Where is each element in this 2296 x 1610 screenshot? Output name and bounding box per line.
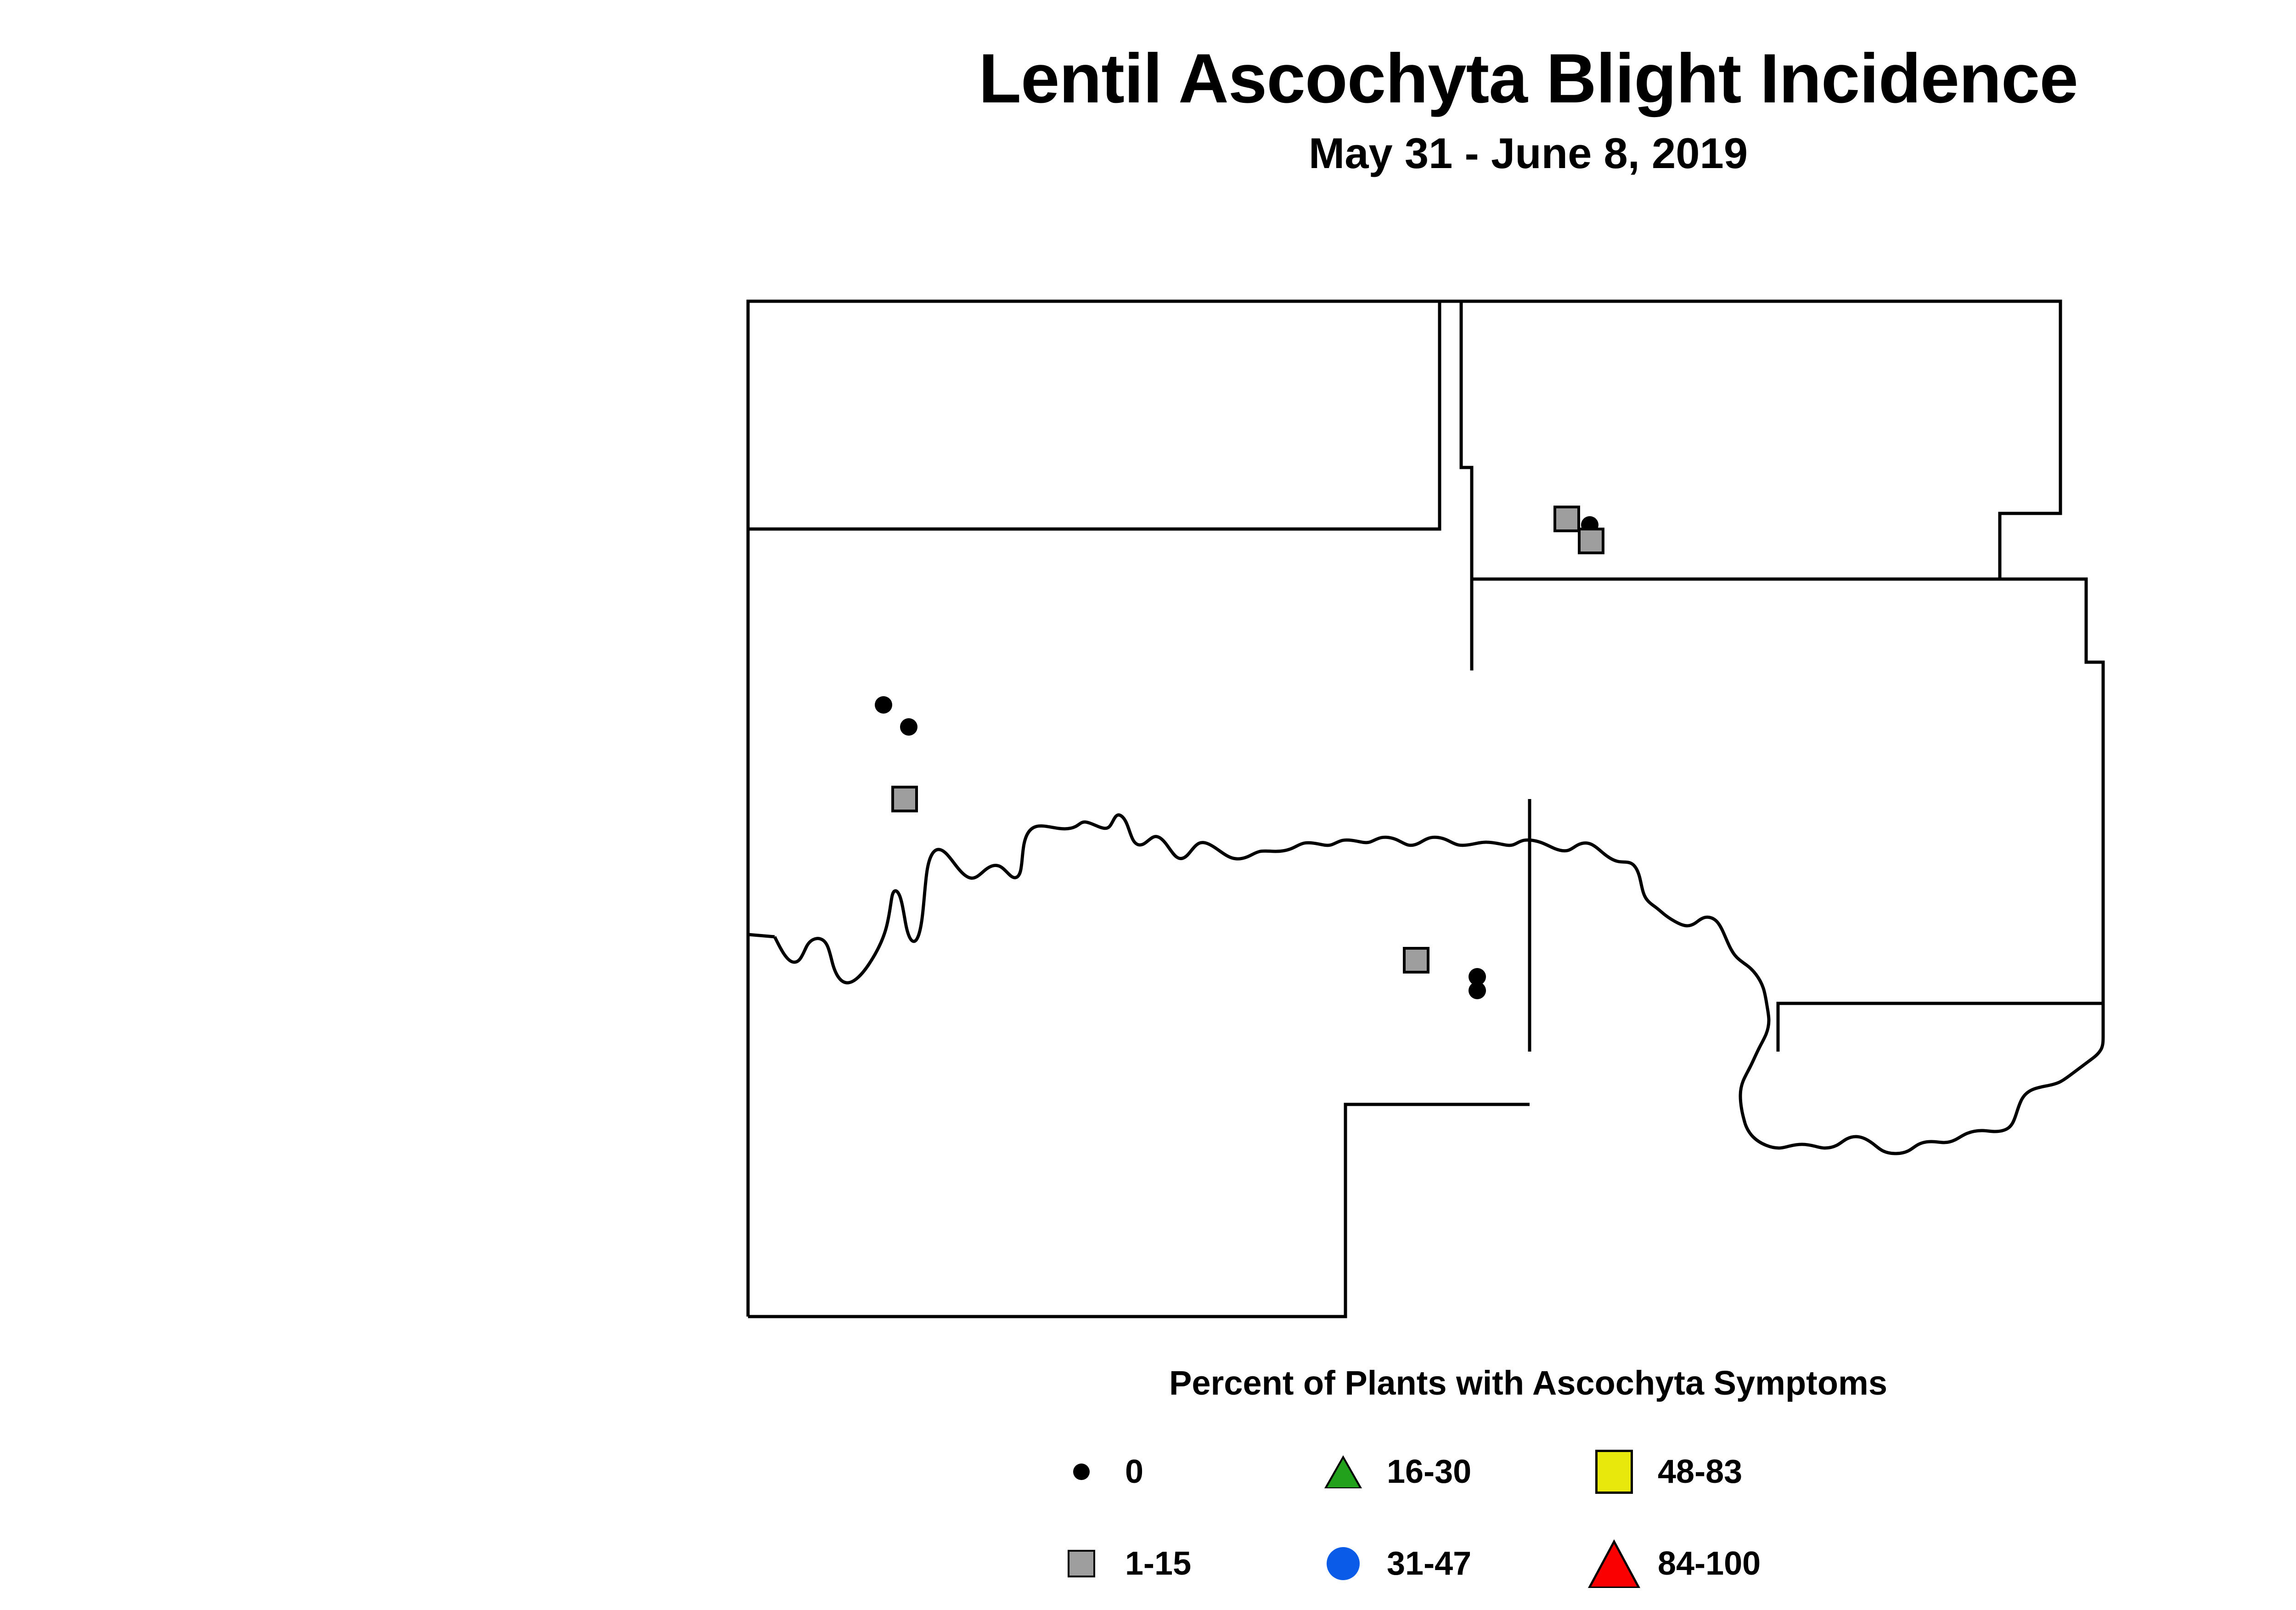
marker-incidence-0[interactable]: [1469, 968, 1486, 985]
legend-item-31-47[interactable]: 31-47: [1313, 1518, 1584, 1610]
legend-swatch-box: [1584, 1447, 1644, 1497]
legend-swatch-box: [1313, 1447, 1373, 1497]
legend-item-label: 31-47: [1387, 1545, 1472, 1582]
marker-incidence-0[interactable]: [900, 718, 917, 736]
map-outlines: [746, 299, 2105, 1318]
legend-title: Percent of Plants with Ascochyta Symptom…: [1169, 1364, 1887, 1402]
gray-square-icon: [1068, 1550, 1095, 1577]
legend-swatch-box: [1052, 1538, 1111, 1589]
legend-swatch-box: [1052, 1447, 1111, 1497]
blue-circle-icon: [1327, 1547, 1360, 1580]
legend-row: 1-15 31-47 84-100: [1052, 1518, 2016, 1610]
marker-incidence-1-15[interactable]: [1578, 528, 1604, 554]
legend-item-label: 0: [1125, 1453, 1144, 1490]
legend-swatch-box: [1584, 1538, 1644, 1589]
county-outline-nw: [746, 299, 1441, 531]
county-outline-sw: [748, 1103, 1530, 1318]
marker-incidence-0[interactable]: [875, 696, 892, 714]
yellow-square-icon: [1595, 1450, 1633, 1494]
legend-grid: 0 16-30 48-83: [1052, 1426, 2016, 1610]
river-boundary-southeast: [1743, 1003, 2105, 1155]
legend-item-label: 84-100: [1658, 1545, 1761, 1582]
river-boundary: [773, 813, 1771, 1124]
county-outline-e-body: [1470, 577, 2105, 1052]
legend-item-48-83[interactable]: 48-83: [1584, 1426, 1860, 1518]
legend-item-16-30[interactable]: 16-30: [1313, 1426, 1584, 1518]
legend-item-0[interactable]: 0: [1052, 1426, 1313, 1518]
county-outline-e: [1472, 512, 2060, 581]
marker-incidence-1-15[interactable]: [1553, 506, 1580, 532]
map-legend: Percent of Plants with Ascochyta Symptom…: [0, 1364, 2296, 1588]
legend-swatch-box: [1313, 1538, 1373, 1589]
legend-item-label: 48-83: [1658, 1453, 1743, 1490]
marker-incidence-1-15[interactable]: [1403, 947, 1429, 974]
legend-item-label: 1-15: [1125, 1545, 1192, 1582]
red-triangle-icon: [1588, 1539, 1640, 1588]
black-dot-icon: [1073, 1464, 1090, 1480]
legend-item-84-100[interactable]: 84-100: [1584, 1518, 1860, 1610]
marker-incidence-0[interactable]: [1469, 982, 1486, 999]
marker-incidence-1-15[interactable]: [891, 786, 918, 812]
county-outline-ne-notch: [1998, 301, 2062, 579]
map-markers: [875, 506, 1604, 999]
legend-row: 0 16-30 48-83: [1052, 1426, 2016, 1518]
county-outline-ne: [1440, 299, 2062, 581]
legend-item-label: 16-30: [1387, 1453, 1472, 1490]
legend-item-1-15[interactable]: 1-15: [1052, 1518, 1313, 1610]
green-triangle-icon: [1324, 1455, 1362, 1488]
river-west-connector: [748, 933, 775, 939]
